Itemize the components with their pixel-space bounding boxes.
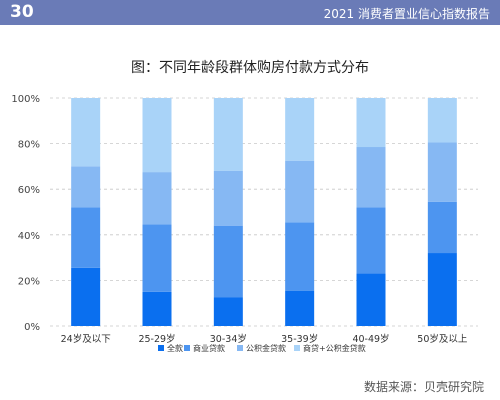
x-tick-label: 35-39岁 [281,333,318,345]
bar-segment [213,225,243,298]
report-header-bar: 30 2021 消费者置业信心指数报告 [0,0,500,25]
bar-segment [285,160,315,223]
bar-segment [142,172,172,225]
bar-segment [356,98,386,148]
bar-segment [213,98,243,171]
x-tick-label: 40-49岁 [352,333,389,345]
bar-segment [285,290,315,326]
bar-segment [427,142,457,202]
y-tick-label: 40% [18,231,40,242]
x-tick-label: 30-34岁 [210,333,247,345]
bar-segment [285,222,315,291]
x-tick-label: 25-29岁 [138,333,175,345]
y-tick-label: 20% [18,276,40,287]
legend-swatch [158,345,164,351]
bar-segment [142,224,172,292]
bar-segment [427,98,457,143]
legend-label: 商业贷款 [193,343,225,353]
bar-segment [213,170,243,226]
y-tick-label: 100% [11,94,40,105]
y-tick-label: 60% [18,185,40,196]
y-tick-label: 0% [24,322,40,333]
legend-label: 公积金贷款 [246,343,286,353]
legend-swatch [237,345,243,351]
bar-segment [427,253,457,326]
bar-segment [142,291,172,326]
x-tick-label: 24岁及以下 [61,333,111,345]
bar-segment [213,297,243,326]
bar-segment [71,166,101,208]
report-title: 2021 消费者置业信心指数报告 [323,7,490,21]
bar-segment [71,267,101,326]
y-tick-label: 80% [18,140,40,151]
bar-segment [285,98,315,161]
bar-segment [356,207,386,274]
legend-swatch [294,345,300,351]
page-number: 30 [10,2,34,22]
legend-label: 商贷+公积金贷款 [303,343,366,353]
legend-label: 全款 [167,343,183,353]
bar-segment [142,98,172,173]
chart-title: 图：不同年龄段群体购房付款方式分布 [131,60,369,76]
bar-segment [71,98,101,167]
x-tick-label: 50岁及以上 [417,333,468,345]
bar-segment [356,273,386,326]
data-source: 数据来源：贝壳研究院 [363,380,484,394]
bar-segment [427,201,457,254]
legend-swatch [184,345,190,351]
bar-segment [356,147,386,208]
bar-segment [71,207,101,268]
